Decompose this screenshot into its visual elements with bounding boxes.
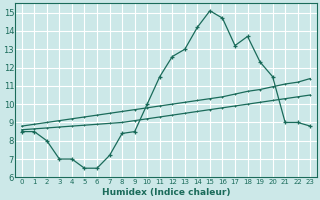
X-axis label: Humidex (Indice chaleur): Humidex (Indice chaleur) xyxy=(102,188,230,197)
